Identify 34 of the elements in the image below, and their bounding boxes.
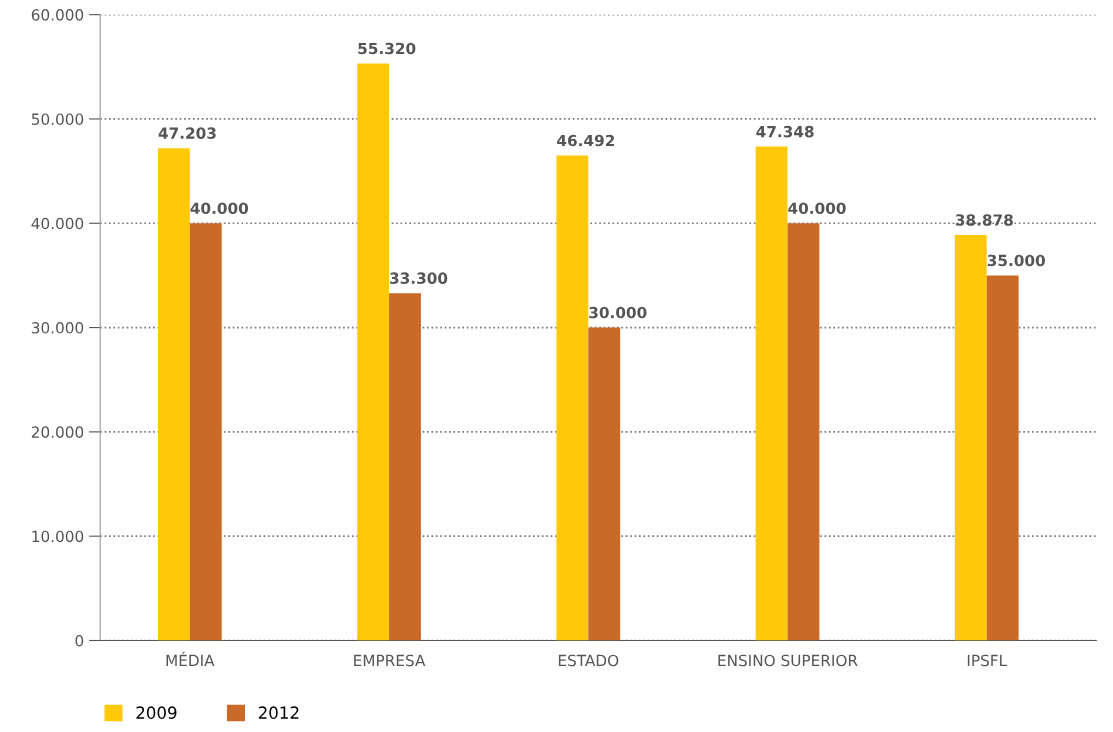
bar [588, 327, 621, 641]
bar [157, 148, 190, 641]
y-tick-label: 20.000 [31, 426, 84, 438]
bar [389, 293, 421, 641]
y-tick-label: 50.000 [31, 113, 84, 125]
data-label: 47.348 [756, 125, 814, 138]
x-tick-label: EMPRESA [354, 654, 426, 667]
y-tick-label: 40.000 [31, 217, 84, 230]
bar [954, 234, 987, 641]
x-tick-label: MÉDIA [166, 651, 215, 666]
bar [556, 155, 589, 641]
bar [986, 275, 1019, 641]
data-label: 40.000 [190, 202, 249, 215]
y-tick-label: 10.000 [32, 530, 84, 543]
y-tick-label: 60.000 [31, 9, 84, 21]
data-label: 38.878 [955, 214, 1013, 226]
data-label: 33.300 [390, 272, 448, 284]
legend-label: 2012 [258, 706, 299, 719]
bar [755, 146, 788, 641]
data-label: 30.000 [589, 306, 647, 319]
data-label: 55.320 [358, 42, 416, 55]
data-label: 35.000 [987, 254, 1045, 267]
y-tick-label: 30.000 [31, 322, 84, 334]
legend-label: 2009 [136, 706, 177, 719]
y-tick-label: 0 [75, 634, 84, 647]
x-tick-label: IPSFL [967, 654, 1007, 667]
bar [787, 223, 820, 641]
data-label: 47.203 [158, 127, 216, 139]
x-tick-label: ESTADO [558, 654, 619, 667]
x-tick-label: ENSINO SUPERIOR [718, 654, 858, 667]
data-label: 46.492 [557, 134, 615, 147]
bar [189, 223, 222, 641]
bar [357, 63, 390, 641]
data-label: 40.000 [788, 202, 846, 215]
